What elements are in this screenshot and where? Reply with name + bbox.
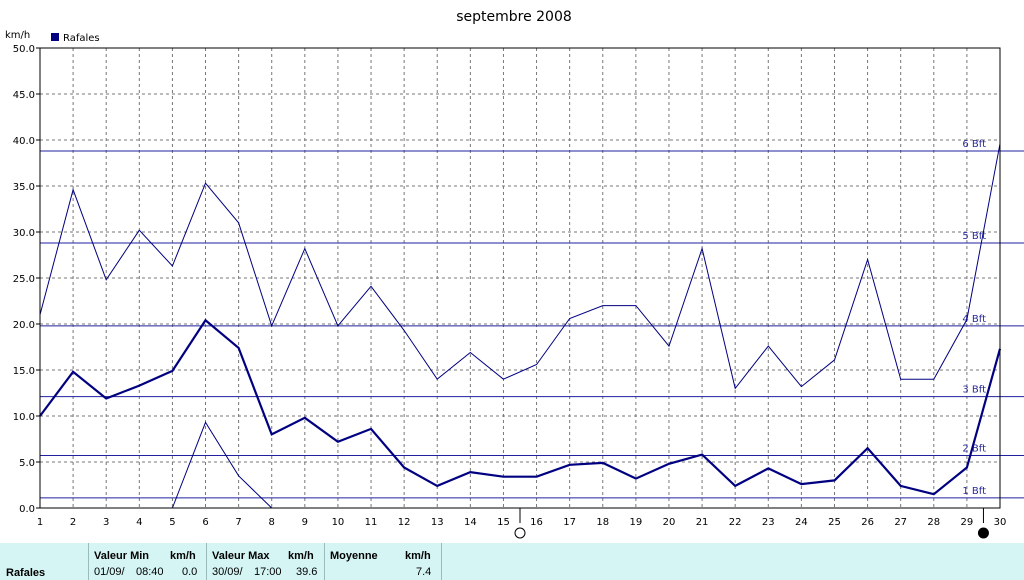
y-tick-label: 15.0 (13, 366, 35, 377)
beaufort-label: 6 Bft (962, 139, 986, 150)
plot-border (39, 47, 1001, 509)
y-tick-label: 50.0 (13, 44, 35, 55)
x-tick-label: 27 (894, 517, 907, 528)
y-tick-label: 5.0 (19, 458, 35, 469)
legend: Rafales (51, 33, 100, 44)
x-tick-label: 5 (169, 517, 175, 528)
summary-max-time: 17:00 (254, 566, 282, 578)
x-tick-label: 10 (332, 517, 345, 528)
x-tick-label: 8 (269, 517, 275, 528)
x-tick-label: 25 (828, 517, 841, 528)
x-tick-label: 28 (927, 517, 940, 528)
new-moon-icon (977, 527, 989, 539)
beaufort-lines: 6 Bft 5 Bft 4 Bft 3 Bft 2 Bft 1 Bft (40, 139, 1024, 499)
summary-max-value: 39.6 (296, 566, 318, 578)
legend-label: Rafales (63, 33, 100, 44)
summary-separator (441, 543, 442, 580)
full-moon-icon (514, 527, 526, 539)
x-tick-label: 2 (70, 517, 76, 528)
summary-min-date: 01/09/ (94, 566, 125, 578)
x-tick-label: 19 (629, 517, 642, 528)
summary-max-unit: km/h (288, 550, 314, 562)
summary-mean-value: 7.4 (416, 566, 432, 578)
summary-min-time: 08:40 (136, 566, 164, 578)
series (39, 143, 1002, 509)
x-tick-label: 22 (729, 517, 742, 528)
x-tick-label: 21 (696, 517, 709, 528)
series-line-max (39, 143, 1001, 390)
summary-mean-header: Moyenne (330, 550, 378, 562)
y-tick-label: 20.0 (13, 320, 35, 331)
summary-separator (88, 543, 89, 580)
x-tick-label: 24 (795, 517, 808, 528)
series-line-min (171, 421, 273, 509)
y-axis-unit: km/h (5, 30, 30, 41)
x-tick-label: 20 (663, 517, 676, 528)
summary-max-header: Valeur Max (212, 550, 270, 562)
summary-min-header: Valeur Min (94, 550, 150, 562)
x-tick-label: 23 (762, 517, 775, 528)
x-tick-label: 11 (365, 517, 378, 528)
y-tick-label: 10.0 (13, 412, 35, 423)
summary-max-date: 30/09/ (212, 566, 243, 578)
summary-table: Rafales Valeur Min km/h 01/09/ 08:40 0.0… (0, 543, 1024, 580)
chart: septembre 2008 km/h Rafales 6 Bft 5 Bft 4 … (5, 9, 1024, 539)
grid (39, 47, 1001, 509)
beaufort-label: 1 Bft (962, 486, 986, 497)
x-tick-label: 1 (37, 517, 43, 528)
y-axis-ticks: 0.0 5.0 10.0 15.0 20.0 25.0 30.0 35.0 40.0 45.0 50… (13, 44, 40, 515)
beaufort-label: 2 Bft (962, 444, 986, 455)
beaufort-label: 5 Bft (962, 231, 986, 242)
y-tick-label: 40.0 (13, 136, 35, 147)
summary-min-unit: km/h (170, 550, 196, 562)
x-tick-label: 17 (563, 517, 576, 528)
x-tick-label: 7 (235, 517, 241, 528)
y-tick-label: 35.0 (13, 182, 35, 193)
y-tick-label: 45.0 (13, 90, 35, 101)
summary-separator (324, 543, 325, 580)
x-tick-label: 26 (861, 517, 874, 528)
moon-phases (514, 508, 989, 539)
summary-series-label: Rafales (6, 567, 46, 579)
summary-mean-unit: km/h (405, 550, 431, 562)
x-tick-label: 13 (431, 517, 444, 528)
x-tick-label: 14 (464, 517, 477, 528)
y-tick-label: 0.0 (19, 504, 35, 515)
y-tick-label: 25.0 (13, 274, 35, 285)
series-line-mean (39, 318, 1002, 496)
x-tick-label: 6 (202, 517, 208, 528)
x-tick-label: 15 (497, 517, 510, 528)
summary-separator (206, 543, 207, 580)
summary-min-value: 0.0 (182, 566, 198, 578)
x-axis-ticks: 1 2 3 4 5 6 7 8 9 10 11 12 13 14 15 16 17 18 19 20 21 22 23 24 2… (37, 517, 1007, 528)
x-tick-label: 3 (103, 517, 109, 528)
beaufort-label: 3 Bft (962, 385, 986, 396)
x-tick-label: 29 (961, 517, 974, 528)
legend-swatch (51, 33, 59, 41)
y-tick-label: 30.0 (13, 228, 35, 239)
x-tick-label: 9 (302, 517, 308, 528)
x-tick-label: 16 (530, 517, 543, 528)
chart-title: septembre 2008 (456, 9, 572, 25)
x-tick-label: 18 (596, 517, 609, 528)
x-tick-label: 30 (994, 517, 1007, 528)
x-tick-label: 12 (398, 517, 411, 528)
beaufort-label: 4 Bft (962, 314, 986, 325)
x-tick-label: 4 (136, 517, 142, 528)
